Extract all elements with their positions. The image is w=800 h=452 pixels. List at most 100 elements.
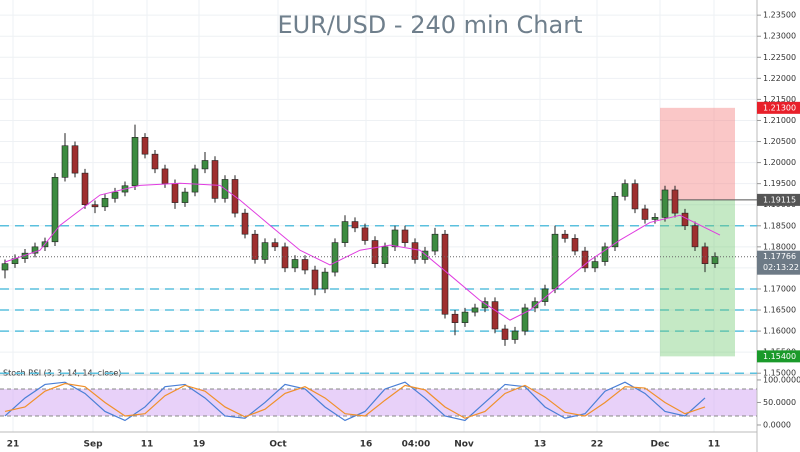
candle-body [151,153,159,170]
candle-body [511,330,519,340]
last-price-box [757,250,800,275]
position-label: 1.19115 [763,195,796,204]
candle-body [551,233,559,290]
candle-body [711,256,719,264]
y-tick-label: 1.21000 [763,116,796,125]
candle-body [111,191,119,199]
countdown-label: 02:13:22 [763,263,799,272]
candle-body [391,229,399,248]
candle-body [411,242,419,260]
candle-body [611,195,619,248]
y-tick-label: 1.19500 [763,179,796,188]
candle-body [431,233,439,252]
candle-body [581,250,589,269]
candle-body [441,233,449,315]
x-tick-label: 16 [360,440,373,450]
candle-body [241,212,249,235]
x-tick-label: 11 [141,440,154,450]
oscillator-band [0,388,757,416]
x-tick-label: 04:00 [402,440,431,450]
candle-body [451,313,459,323]
position-label: 1.21300 [763,103,796,112]
candle-body [211,160,219,199]
candle-body [301,259,309,271]
candle-body [521,307,529,332]
candle-body [471,307,479,313]
candle-body [291,259,299,269]
y-tick-label: 1.21500 [763,95,796,104]
candle-body [381,246,389,264]
x-tick-label: Dec [651,440,670,450]
target-zone [660,199,735,357]
candle-body [311,269,319,290]
candle-body [101,198,109,208]
y-tick-label: 1.23500 [763,11,796,20]
position-label-box [757,193,800,206]
candle-body [1,263,9,271]
candle-body [261,242,269,260]
candle-body [491,301,499,330]
oscillator-line [4,382,706,419]
chart-title: EUR/USD - 240 min Chart [278,11,583,39]
y-tick-label: 1.23000 [763,32,796,41]
candle-body [91,204,99,208]
candle-body [181,191,189,203]
candle-body [31,246,39,254]
position-label-box [757,350,800,363]
candle-body [351,221,359,229]
position-label: 1.15400 [763,352,796,361]
candle-body [71,145,79,174]
y-tick-label: 100.0000 [763,375,800,384]
position-label-box [757,101,800,114]
y-tick-label: 1.20000 [763,158,796,167]
y-tick-label: 1.22000 [763,74,796,83]
candle-body [321,271,329,290]
candle-body [201,160,209,170]
x-tick-label: 21 [7,440,20,450]
candle-body [641,208,649,220]
oscillator-line [4,381,706,422]
candle-body [661,189,669,218]
candle-body [691,225,699,248]
x-tick-label: Oct [269,440,287,450]
candle-body [401,229,409,243]
candle-body [601,246,609,262]
candle-body [341,221,349,243]
candle-body [531,301,539,309]
x-tick-label: 19 [193,440,206,450]
last-price-label: 1.17766 [763,252,796,261]
candle-body [561,233,569,239]
y-tick-label: 1.16500 [763,306,796,315]
y-tick-label: 0.0000 [763,420,791,429]
candle-body [501,328,509,340]
candle-body [591,261,599,269]
candle-body [331,242,339,273]
candle-body [61,145,69,178]
candle-body [51,177,59,243]
candle-body [621,183,629,197]
x-tick-label: Nov [454,440,474,450]
candle-body [631,183,639,210]
candle-body [251,233,259,260]
x-tick-label: Sep [83,440,103,450]
y-tick-label: 1.22500 [763,53,796,62]
candle-body [81,172,89,206]
y-tick-label: 50.0000 [763,398,796,407]
candle-body [671,189,679,214]
candle-body [571,238,579,252]
candle-body [191,168,199,193]
candle-body [281,246,289,269]
x-tick-label: 11 [708,440,721,450]
y-tick-label: 1.18500 [763,221,796,230]
candle-body [131,137,139,187]
y-tick-label: 1.15000 [763,369,796,378]
x-tick-label: 22 [591,440,604,450]
candle-body [371,240,379,264]
candle-body [171,183,179,203]
candle-body [481,301,489,309]
y-tick-label: 1.20500 [763,137,796,146]
candle-body [361,227,369,241]
candle-body [701,246,709,264]
candle-body [421,250,429,260]
